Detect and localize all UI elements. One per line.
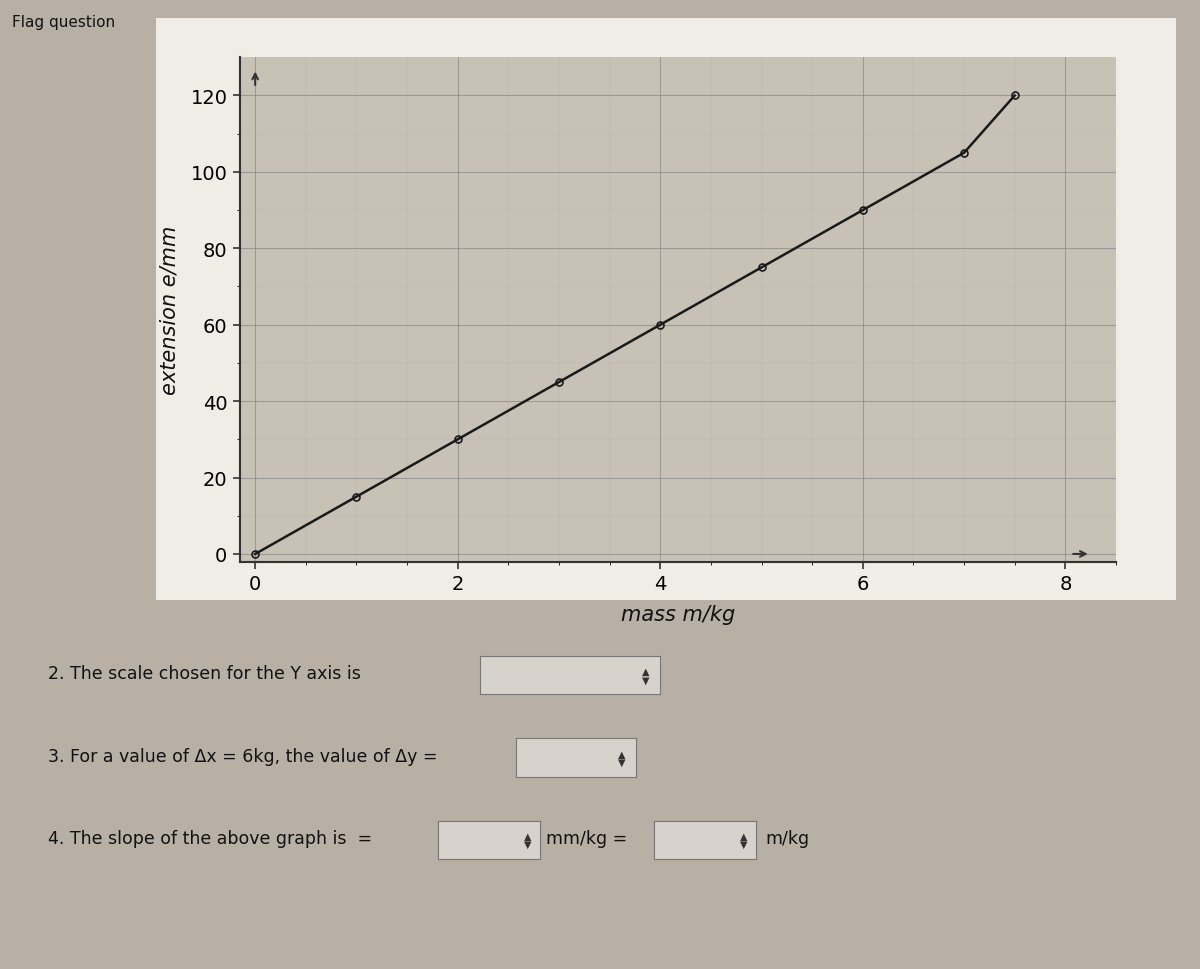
Text: 2. The scale chosen for the Y axis is: 2. The scale chosen for the Y axis is <box>48 665 361 682</box>
Text: mm/kg =: mm/kg = <box>546 829 628 847</box>
Y-axis label: extension e/mm: extension e/mm <box>160 226 179 394</box>
FancyBboxPatch shape <box>136 8 1196 612</box>
Text: ▲
▼: ▲ ▼ <box>618 749 625 766</box>
Text: ▲
▼: ▲ ▼ <box>642 667 649 684</box>
Text: ▲
▼: ▲ ▼ <box>740 831 748 849</box>
X-axis label: mass m/kg: mass m/kg <box>620 605 736 625</box>
Text: m/kg: m/kg <box>766 829 810 847</box>
Text: 4. The slope of the above graph is  =: 4. The slope of the above graph is = <box>48 829 372 847</box>
Text: 3. For a value of Δx = 6kg, the value of Δy =: 3. For a value of Δx = 6kg, the value of… <box>48 747 438 765</box>
Text: ▲
▼: ▲ ▼ <box>524 831 532 849</box>
Text: Flag question: Flag question <box>12 15 115 29</box>
